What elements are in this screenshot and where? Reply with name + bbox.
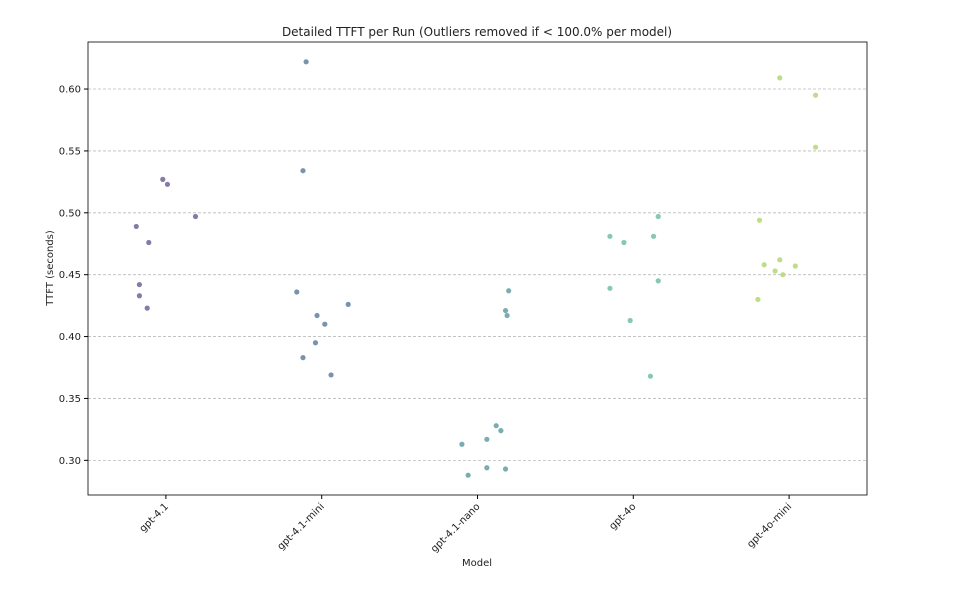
data-point (493, 423, 499, 429)
y-tick-label: 0.55 (59, 146, 81, 157)
data-point (498, 428, 504, 434)
data-point (777, 75, 783, 81)
data-point (314, 312, 320, 319)
x-tick-label: gpt-4o (608, 501, 639, 532)
data-point (627, 317, 633, 324)
data-point (136, 293, 143, 299)
x-tick-label: gpt-4.1-mini (276, 501, 327, 552)
y-tick-label: 0.40 (59, 332, 81, 343)
data-point (294, 289, 300, 295)
data-point (192, 213, 199, 220)
x-axis-label: Model (462, 558, 492, 569)
data-point (312, 340, 319, 346)
data-point (761, 262, 767, 268)
data-point (792, 263, 798, 269)
x-tick-label: gpt-4o-mini (745, 501, 794, 550)
data-point (133, 223, 139, 230)
data-point (328, 372, 334, 378)
data-point (655, 213, 661, 220)
data-point (502, 466, 509, 472)
y-tick-label: 0.60 (59, 85, 81, 96)
data-point (777, 257, 783, 263)
y-tick-label: 0.50 (59, 208, 81, 219)
data-point (756, 217, 763, 223)
data-point (772, 268, 778, 274)
y-tick-label: 0.35 (59, 394, 81, 405)
data-point (621, 239, 627, 246)
data-point (484, 465, 490, 471)
data-point (502, 307, 509, 314)
data-point (136, 281, 143, 288)
chart-title: Detailed TTFT per Run (Outliers removed … (282, 25, 672, 39)
data-point (300, 355, 306, 361)
data-point (146, 239, 152, 246)
x-tick-label: gpt-4.1-nano (429, 501, 483, 555)
data-point (647, 373, 654, 379)
data-point (322, 321, 328, 327)
data-point (484, 436, 490, 442)
data-point (504, 312, 510, 319)
data-point (303, 59, 309, 65)
data-point (164, 181, 171, 187)
data-point (144, 305, 150, 311)
data-point (780, 272, 786, 278)
data-point (345, 301, 351, 307)
x-tick-label: gpt-4.1 (138, 501, 171, 534)
y-axis-label: TTFT (seconds) (45, 230, 56, 307)
data-point (655, 278, 661, 284)
data-point (607, 285, 613, 291)
y-tick-label: 0.45 (59, 270, 81, 281)
data-point (650, 233, 657, 239)
data-point (607, 233, 613, 239)
data-point (459, 441, 465, 447)
plot-frame (87, 41, 868, 496)
data-point (465, 472, 471, 478)
data-point (300, 168, 306, 174)
data-point (755, 296, 761, 303)
data-point (812, 92, 819, 98)
data-point (812, 144, 819, 150)
data-point (160, 176, 166, 182)
data-point (506, 288, 512, 294)
y-tick-label: 0.30 (59, 456, 81, 467)
